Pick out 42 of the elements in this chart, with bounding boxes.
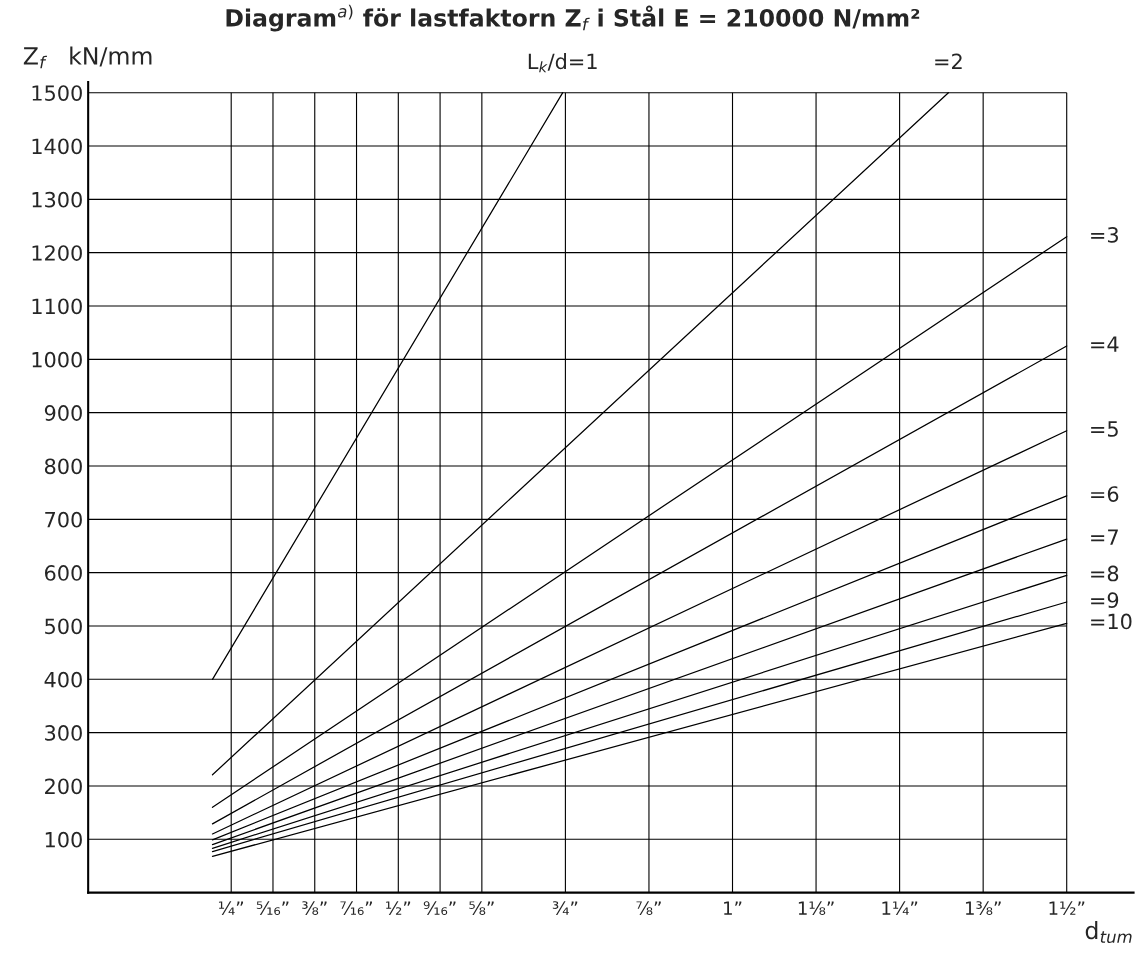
text: Z$_{f}$ kN/mm: [23, 46, 152, 69]
x-tick-label: ⅝”: [469, 901, 494, 915]
x-tick-label: 1”: [724, 901, 742, 915]
y-tick-label: 1000: [32, 351, 82, 368]
y-tick-label: 700: [45, 511, 82, 528]
x-tick-label: ⅜”: [302, 901, 327, 915]
x-tick-label: 1⅛”: [798, 901, 834, 915]
y-tick-label: 600: [44, 565, 82, 581]
series-label: =9: [1091, 592, 1119, 609]
series-label: =6: [1091, 486, 1119, 502]
y-tick-label: 400: [44, 671, 82, 688]
x-tick-label: ⁹⁄₁₆”: [423, 901, 456, 915]
chart-title: Diagram$^{a)}$ för lastfaktorn Z$_{f}$ i Stål E = 210000 N/mm²: [226, 4, 920, 32]
x-tick-label: ¾”: [552, 901, 578, 915]
x-tick-label: ½”: [386, 901, 411, 915]
y-tick-label: 800: [44, 458, 82, 475]
y-tick-label: 1100: [32, 298, 82, 315]
series-label: =7: [1091, 529, 1118, 545]
y-tick-label: 1400: [32, 138, 82, 155]
y-tick-label: 1200: [32, 245, 82, 261]
series-label: =4: [1091, 336, 1119, 352]
y-tick-label: 300: [45, 725, 82, 741]
series-label: =10: [1091, 613, 1132, 630]
y-tick-label: 1500: [32, 85, 82, 101]
series-label: =2: [935, 53, 962, 69]
x-tick-label: ⁵⁄₁₆”: [256, 901, 289, 915]
y-tick-label: 900: [44, 405, 82, 421]
x-tick-label: 1⅜”: [965, 901, 1001, 915]
y-tick-label: 100: [45, 831, 82, 848]
series-label: L$_{k}$/d=1: [528, 53, 597, 73]
x-tick-label: ⅞”: [636, 901, 661, 915]
series-label: =8: [1091, 565, 1119, 582]
x-tick-label: ⁷⁄₁₆”: [340, 901, 372, 915]
x-axis-title: d$_{tum}$: [1085, 920, 1132, 944]
y-tick-label: 500: [45, 618, 82, 635]
x-tick-label: 1¼”: [882, 901, 918, 915]
series-label: =5: [1091, 421, 1118, 437]
x-tick-label: ¼”: [218, 901, 244, 915]
y-tick-label: 200: [45, 778, 82, 795]
x-tick-label: 1½”: [1049, 901, 1085, 915]
series-label: =3: [1091, 226, 1118, 243]
y-tick-label: 1300: [32, 191, 82, 208]
